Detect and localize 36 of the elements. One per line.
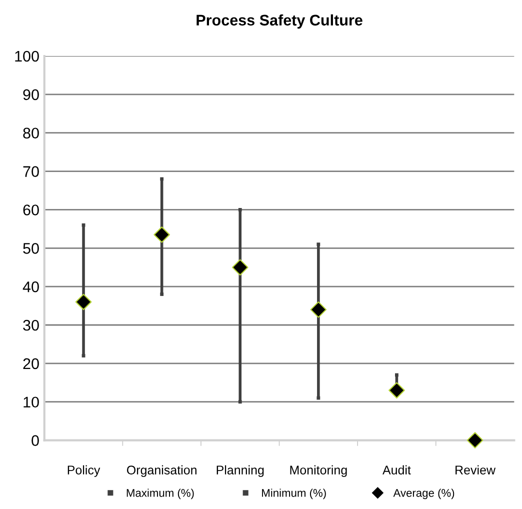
y-tick-label: 0 (32, 435, 39, 446)
point (232, 259, 248, 276)
x-tick-label: Policy (68, 465, 100, 477)
point (238, 208, 242, 212)
point (466, 432, 484, 448)
x-tick-label: Planning (216, 465, 264, 477)
y-tick-label: 10 (24, 396, 39, 408)
point (82, 223, 86, 227)
y-tick-label: 100 (15, 50, 39, 62)
legend-label: Average (%) (393, 488, 454, 500)
y-tick-label: 60 (23, 204, 39, 216)
point (160, 292, 164, 296)
x-tick-label: Organisation (126, 465, 196, 477)
point (238, 400, 242, 404)
point (388, 382, 405, 398)
x-tick-label: Monitoring (290, 465, 347, 477)
y-tick-label: 50 (23, 243, 39, 254)
y-tick-label: 40 (22, 281, 39, 292)
y-tick-label: 90 (23, 89, 39, 100)
x-tick-label: Audit (382, 465, 411, 474)
y-tick-label: 30 (23, 320, 39, 331)
y-tick-label: 70 (23, 166, 39, 177)
point (154, 226, 170, 243)
point (316, 242, 320, 246)
legend-label: Minimum (%) (262, 488, 326, 500)
x-tick-label: Review (456, 465, 496, 474)
legend-label: Maximum (%) (126, 488, 194, 500)
point (75, 294, 92, 310)
point (310, 301, 327, 318)
y-tick-label: 80 (23, 128, 39, 139)
chart-title: Process Safety Culture (196, 14, 362, 29)
point (82, 354, 86, 358)
point (316, 396, 320, 400)
y-tick-label: 20 (23, 358, 39, 370)
point (160, 177, 164, 181)
point (395, 373, 398, 377)
